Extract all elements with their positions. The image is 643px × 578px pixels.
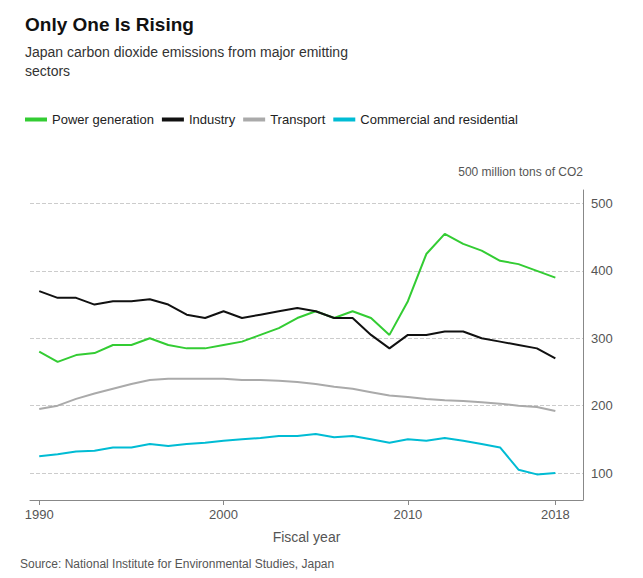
- svg-text:500 million tons of CO2: 500 million tons of CO2: [458, 165, 583, 179]
- svg-text:Japan carbon dioxide emissions: Japan carbon dioxide emissions from majo…: [25, 44, 348, 60]
- svg-text:1990: 1990: [25, 507, 54, 522]
- svg-text:Commercial and residential: Commercial and residential: [360, 112, 518, 127]
- svg-text:2018: 2018: [541, 507, 570, 522]
- svg-text:Only One Is Rising: Only One Is Rising: [25, 14, 194, 35]
- svg-text:Transport: Transport: [270, 112, 326, 127]
- svg-text:400: 400: [591, 263, 613, 278]
- svg-text:Source: National Institute for: Source: National Institute for Environme…: [20, 557, 334, 571]
- svg-text:300: 300: [591, 331, 613, 346]
- svg-text:200: 200: [591, 398, 613, 413]
- svg-text:500: 500: [591, 196, 613, 211]
- svg-text:Fiscal year: Fiscal year: [273, 529, 341, 545]
- svg-text:Industry: Industry: [189, 112, 236, 127]
- svg-text:2010: 2010: [393, 507, 422, 522]
- svg-text:100: 100: [591, 466, 613, 481]
- svg-text:Power generation: Power generation: [52, 112, 154, 127]
- svg-text:sectors: sectors: [25, 63, 70, 79]
- svg-text:2000: 2000: [209, 507, 238, 522]
